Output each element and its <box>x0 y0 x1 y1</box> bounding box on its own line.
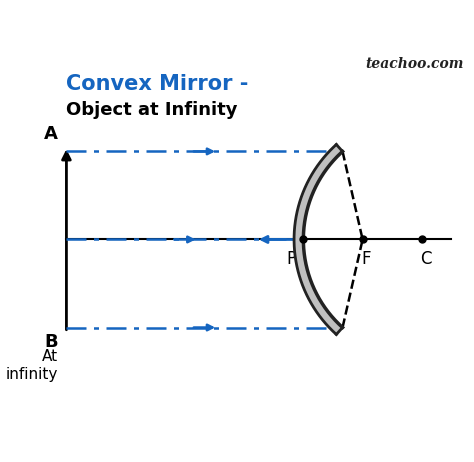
Text: At
infinity: At infinity <box>6 349 58 382</box>
Text: B: B <box>45 333 58 351</box>
Text: F: F <box>361 249 370 267</box>
Text: teachoo.com: teachoo.com <box>366 57 464 71</box>
Text: Object at Infinity: Object at Infinity <box>66 101 238 119</box>
Text: A: A <box>44 125 58 143</box>
Text: Convex Mirror -: Convex Mirror - <box>66 73 249 94</box>
Polygon shape <box>294 145 343 334</box>
Text: C: C <box>420 249 432 267</box>
Text: P: P <box>286 249 297 267</box>
